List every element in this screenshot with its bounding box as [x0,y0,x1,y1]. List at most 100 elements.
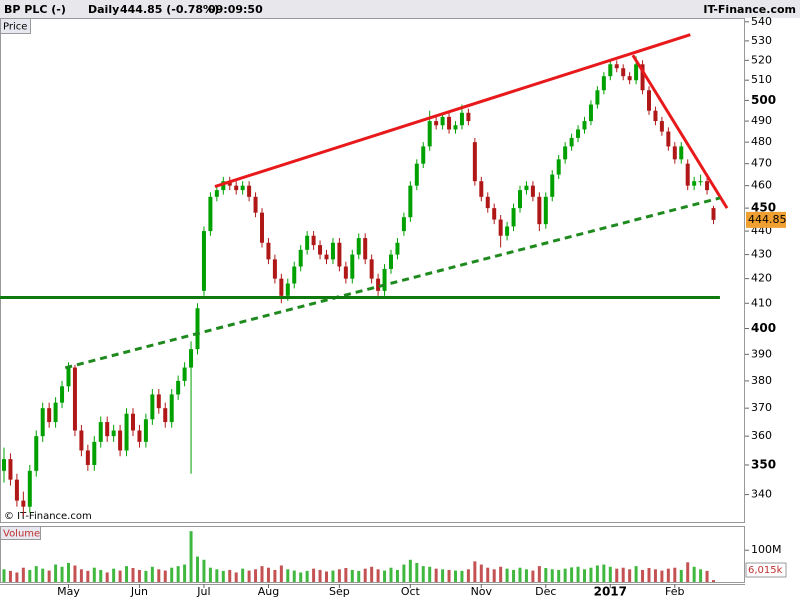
volume-bar [163,570,167,582]
candle-body [414,163,419,186]
volume-bar [673,567,677,582]
volume-bar [641,569,645,582]
candle-body [698,181,703,183]
y-tick-label: 520 [751,53,772,66]
candle-body [711,208,716,220]
candle-body [401,217,406,232]
volume-last-box [745,562,787,578]
x-tick-label: Jul [196,585,210,598]
volume-bar [660,570,664,582]
x-tick-label: Nov [471,585,493,598]
candle-body [524,185,529,191]
candle-body [2,459,6,471]
candle-body [47,408,52,423]
candle-body [34,436,39,471]
candle-body [234,185,239,191]
time: 09:09:50 [208,3,263,16]
candle-body [195,308,200,350]
candle-body [672,146,677,160]
y-tick-label: 420 [751,272,772,285]
volume-bar [60,566,64,582]
candle-body [376,278,381,291]
volume-bar [595,565,599,582]
candle-body [492,208,497,220]
volume-bar [92,567,96,582]
volume-bar [144,570,148,582]
volume-bar [47,570,51,582]
candle-body [369,259,374,279]
volume-bar [273,569,277,582]
volume-bar [570,567,574,582]
candle-body [311,235,316,246]
candle-body [105,422,110,437]
volume-bar [112,568,116,582]
volume-bar [460,570,464,582]
candle-body [60,386,65,403]
volume-bar [34,566,38,582]
volume-bar [628,569,632,582]
candle-body [72,367,77,431]
y-tick-label: 340 [751,488,772,501]
candle-body [169,394,174,423]
x-tick-label: Dec [535,585,556,598]
candle-body [163,408,168,423]
candle-body [440,116,445,126]
y-tick-label: 390 [751,347,772,360]
volume-bar [537,566,541,582]
candle-body [92,441,97,465]
y-tick-label: 370 [751,401,772,414]
candle-body [27,470,32,507]
volume-bar [241,568,245,582]
candle-body [156,394,161,409]
y-tick-label: 510 [751,73,772,86]
candle-body [137,430,142,442]
candle-body [543,196,548,225]
price-tab [0,18,31,34]
volume-bar [712,580,715,582]
candle-body [666,131,671,147]
candle-body [111,430,116,437]
volume-bar [589,567,593,582]
y-tick-label: 360 [751,429,772,442]
candle-body [85,450,90,465]
candle-body [208,196,213,232]
brand: IT-Finance.com [703,3,796,16]
candle-body [292,266,297,284]
volume-bar [518,567,522,582]
x-tick-label: 2017 [594,585,627,599]
volume-bar [563,568,567,582]
candle-body [266,242,271,260]
x-tick-label: May [57,585,80,598]
volume-bar [2,569,6,582]
candle-body [150,394,155,420]
volume-bar [79,569,83,582]
y-tick-label: 350 [751,457,776,471]
candle-body [279,278,284,296]
candle-body [421,146,426,164]
volume-bar [170,567,174,582]
candle-body [595,90,600,105]
candle-body [653,110,658,122]
y-tick-label: 400 [751,321,776,335]
candle-body [453,125,458,130]
candle-body [382,268,387,291]
volume-bar [686,562,690,582]
volume-bar [454,570,457,582]
volume-bar [21,567,25,582]
last-price-box [746,211,786,228]
y-tick-label: 480 [751,135,772,148]
volume-bar [363,568,367,582]
candle-body [356,238,361,255]
candle-body [530,185,535,197]
volume-tab [0,526,41,540]
volume-bar [583,569,586,582]
volume-pane [0,526,745,583]
volume-bar [299,572,303,582]
volume-bar [395,569,399,582]
candle-body [227,181,232,186]
candle-body [337,242,342,267]
candle-body [118,430,123,451]
candle-body [556,159,561,175]
copyright: © IT-Finance.com [4,511,92,522]
volume-bar [137,569,141,582]
